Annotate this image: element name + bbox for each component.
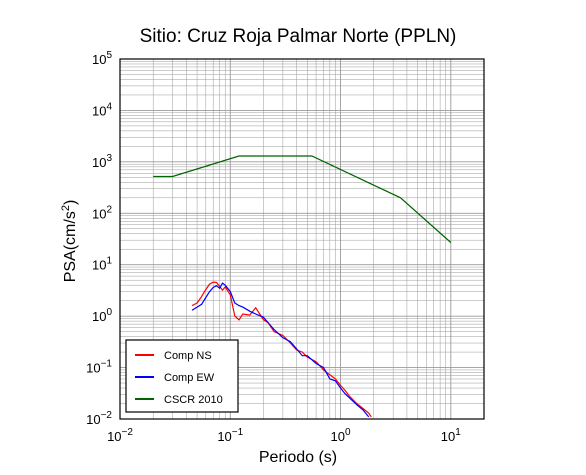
y-tick-exponent: 0 (106, 307, 112, 318)
legend-label: Comp NS (164, 350, 212, 362)
y-tick-base: 10 (86, 361, 100, 376)
y-tick-base: 10 (92, 103, 106, 118)
y-tick-base: 10 (92, 258, 106, 273)
y-tick-exponent: 5 (106, 50, 112, 61)
legend-label: CSCR 2010 (164, 394, 223, 406)
x-axis-label: Periodo (s) (259, 449, 337, 466)
y-tick-base: 10 (92, 52, 106, 67)
y-tick-base: 10 (92, 206, 106, 221)
y-tick-exponent: 1 (106, 256, 112, 267)
y-tick-label: 10−1 (86, 359, 112, 376)
series-line-comp-ew (191, 282, 370, 418)
y-tick-label: 103 (92, 153, 112, 170)
y-tick-label: 102 (92, 204, 112, 221)
y-tick-label: 10−2 (86, 410, 112, 427)
plot-frame (119, 58, 485, 420)
y-tick-base: 10 (86, 412, 100, 427)
x-tick-exponent: −2 (122, 427, 134, 438)
y-tick-exponent: 4 (106, 101, 112, 112)
series-layer (153, 155, 452, 418)
x-tick-label: 101 (441, 427, 461, 444)
x-tick-label: 100 (331, 427, 351, 444)
legend-label: Comp EW (164, 372, 215, 384)
y-axis-label: PSA(cm/s2) (60, 200, 79, 283)
y-tick-label: 101 (92, 256, 112, 273)
y-tick-exponent: −1 (101, 359, 113, 370)
y-tick-label: 100 (92, 307, 112, 324)
x-tick-exponent: −1 (232, 427, 244, 438)
x-tick-exponent: 0 (345, 427, 351, 438)
x-tick-base: 10 (107, 429, 121, 444)
x-tick-base: 10 (217, 429, 231, 444)
y-tick-exponent: 3 (106, 153, 112, 164)
x-tick-labels: 10−2 10−1 100 101 (107, 427, 461, 444)
x-tick-base: 10 (441, 429, 455, 444)
grid (119, 58, 485, 420)
y-tick-base: 10 (92, 309, 106, 324)
chart-title: Sitio: Cruz Roja Palmar Norte (PPLN) (140, 26, 457, 47)
y-axis-label-main: PSA(cm/s (62, 211, 79, 282)
y-tick-base: 10 (92, 155, 106, 170)
y-tick-label: 105 (92, 50, 112, 67)
y-axis-label-tail: ) (62, 200, 79, 205)
y-axis-label-superscript: 2 (60, 205, 72, 211)
y-tick-exponent: −2 (101, 410, 113, 421)
series-line-cscr-2010 (153, 155, 452, 243)
x-tick-exponent: 1 (455, 427, 461, 438)
y-tick-label: 104 (92, 101, 112, 118)
x-tick-base: 10 (331, 429, 345, 444)
x-tick-label: 10−1 (217, 427, 243, 444)
y-tick-exponent: 2 (106, 204, 112, 215)
legend: Comp NS Comp EW CSCR 2010 (125, 339, 239, 413)
x-tick-label: 10−2 (107, 427, 133, 444)
